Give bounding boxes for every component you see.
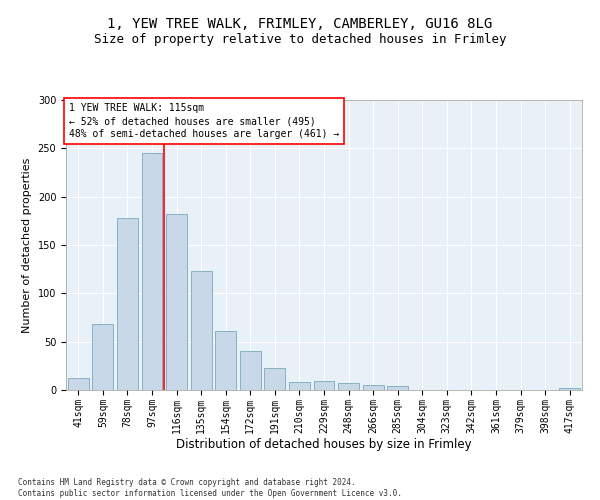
X-axis label: Distribution of detached houses by size in Frimley: Distribution of detached houses by size … xyxy=(176,438,472,452)
Bar xyxy=(338,383,359,390)
Bar xyxy=(387,386,408,390)
Text: 1 YEW TREE WALK: 115sqm
← 52% of detached houses are smaller (495)
48% of semi-d: 1 YEW TREE WALK: 115sqm ← 52% of detache… xyxy=(68,103,339,140)
Bar xyxy=(215,331,236,390)
Text: Contains HM Land Registry data © Crown copyright and database right 2024.
Contai: Contains HM Land Registry data © Crown c… xyxy=(18,478,402,498)
Text: Size of property relative to detached houses in Frimley: Size of property relative to detached ho… xyxy=(94,32,506,46)
Bar xyxy=(265,368,286,390)
Bar xyxy=(362,385,383,390)
Y-axis label: Number of detached properties: Number of detached properties xyxy=(22,158,32,332)
Bar xyxy=(92,324,113,390)
Bar xyxy=(142,153,163,390)
Bar xyxy=(68,378,89,390)
Bar xyxy=(289,382,310,390)
Bar xyxy=(314,382,334,390)
Bar xyxy=(559,388,580,390)
Bar xyxy=(240,352,261,390)
Text: 1, YEW TREE WALK, FRIMLEY, CAMBERLEY, GU16 8LG: 1, YEW TREE WALK, FRIMLEY, CAMBERLEY, GU… xyxy=(107,18,493,32)
Bar xyxy=(166,214,187,390)
Bar xyxy=(191,271,212,390)
Bar xyxy=(117,218,138,390)
